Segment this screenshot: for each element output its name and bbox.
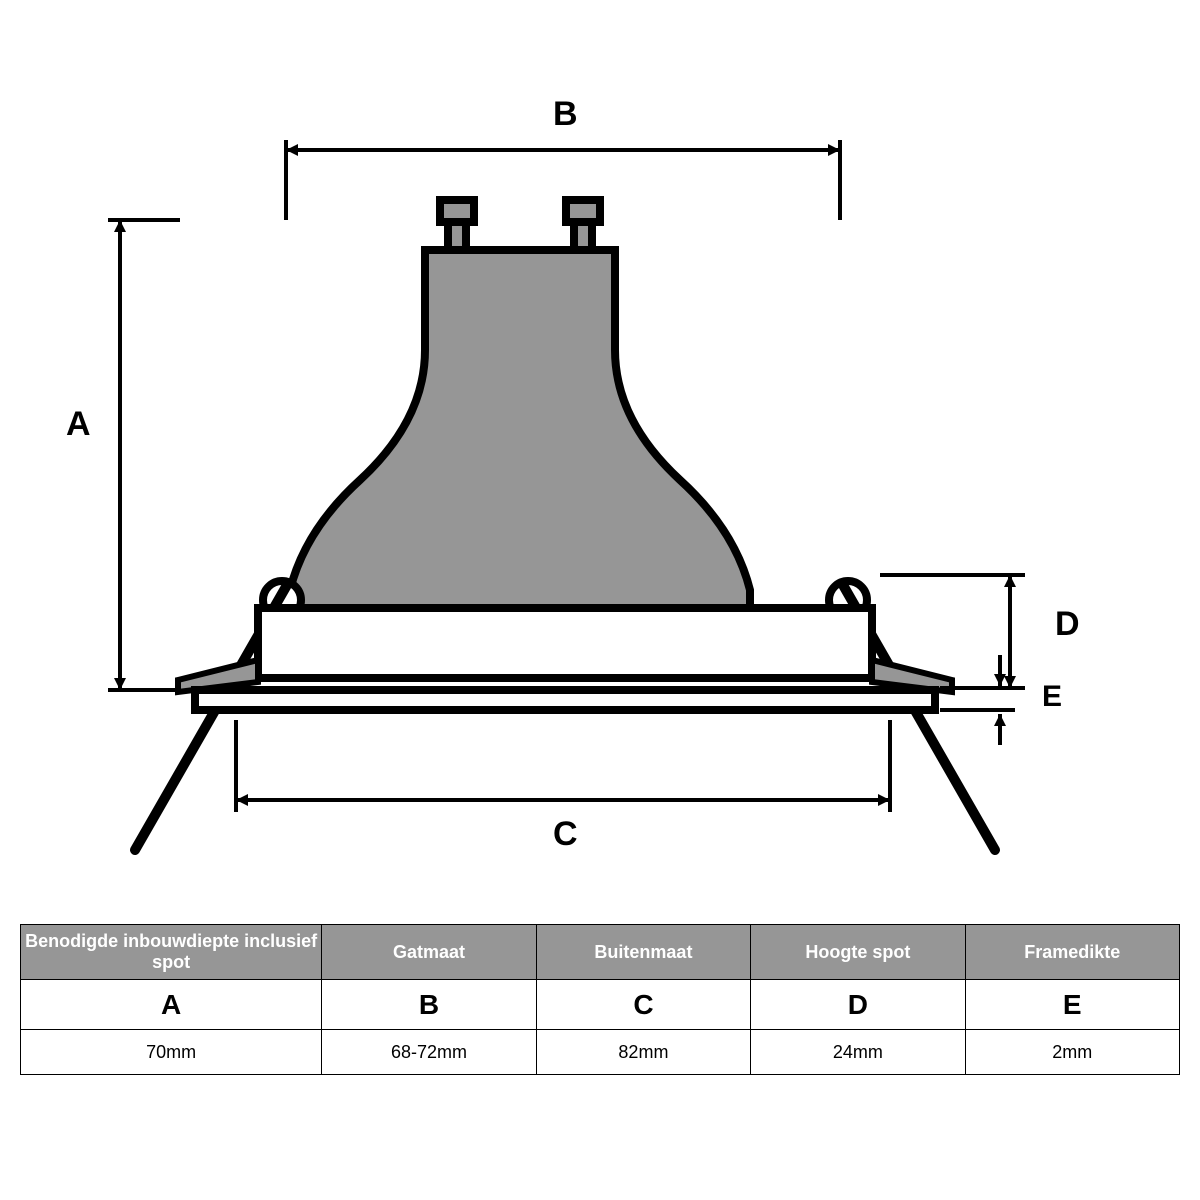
letter-c: C xyxy=(536,980,750,1030)
label-c: C xyxy=(553,815,578,854)
table-letter-row: A B C D E xyxy=(21,980,1180,1030)
value-c: 82mm xyxy=(536,1030,750,1075)
letter-a: A xyxy=(21,980,322,1030)
letter-e: E xyxy=(965,980,1179,1030)
dimensions-table: Benodigde inbouwdiepte inclusief spot Ga… xyxy=(20,924,1180,1075)
table-value-row: 70mm 68-72mm 82mm 24mm 2mm xyxy=(21,1030,1180,1075)
label-e: E xyxy=(1042,680,1062,714)
diagram-svg xyxy=(0,0,1200,900)
header-b: Gatmaat xyxy=(322,925,536,980)
value-b: 68-72mm xyxy=(322,1030,536,1075)
letter-d: D xyxy=(751,980,965,1030)
bulb-body xyxy=(290,250,750,608)
value-a: 70mm xyxy=(21,1030,322,1075)
frame-flange xyxy=(195,690,935,710)
fixture-cup xyxy=(258,608,872,678)
header-c: Buitenmaat xyxy=(536,925,750,980)
header-e: Framedikte xyxy=(965,925,1179,980)
technical-diagram: A B C D E xyxy=(0,0,1200,900)
header-a: Benodigde inbouwdiepte inclusief spot xyxy=(21,925,322,980)
label-a: A xyxy=(66,405,91,444)
table-header-row: Benodigde inbouwdiepte inclusief spot Ga… xyxy=(21,925,1180,980)
label-d: D xyxy=(1055,605,1080,644)
value-d: 24mm xyxy=(751,1030,965,1075)
letter-b: B xyxy=(322,980,536,1030)
value-e: 2mm xyxy=(965,1030,1179,1075)
header-d: Hoogte spot xyxy=(751,925,965,980)
label-b: B xyxy=(553,95,578,134)
